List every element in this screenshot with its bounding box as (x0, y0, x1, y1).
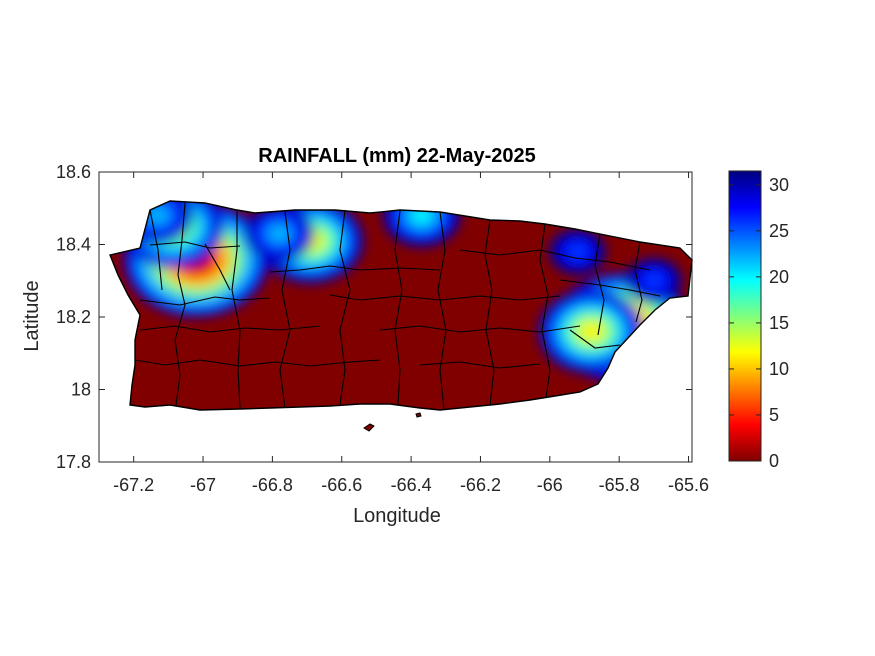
rainfall-map (109, 200, 693, 432)
municipality-borders (134, 202, 661, 411)
municipality-border (569, 329, 621, 349)
municipality-border (174, 202, 186, 406)
municipality-border (139, 296, 271, 306)
y-axis: 18.6 18.4 18.2 18 17.8 (56, 162, 692, 472)
colorbar-tick-label: 10 (769, 359, 789, 379)
municipality-border (539, 223, 551, 399)
colorbar-tick-label: 30 (769, 175, 789, 195)
x-tick-label: -66.6 (321, 475, 362, 495)
municipality-border (279, 211, 291, 409)
x-axis: -67.2 -67 -66.8 -66.6 -66.4 -66.2 -66 -65.8 -65.… (113, 172, 709, 495)
rainfall-hotspot-2 (152, 210, 164, 221)
x-tick-label: -67 (190, 475, 216, 495)
colorbar-gradient (728, 170, 762, 462)
municipality-border (339, 209, 351, 405)
rainfall-hotspot-6 (582, 324, 601, 339)
municipality-border (419, 361, 541, 369)
municipality-border (634, 241, 643, 323)
colorbar-tick-label: 0 (769, 451, 779, 471)
x-tick-label: -65.6 (668, 475, 709, 495)
rainfall-hotspot-7 (415, 210, 428, 221)
municipality-border (594, 233, 605, 336)
colorbar-tick-label: 25 (769, 221, 789, 241)
rainfall-hotspot-4 (273, 228, 286, 239)
municipality-border (139, 325, 321, 333)
y-tick-label: 18.4 (56, 235, 91, 255)
municipality-border (394, 210, 403, 405)
y-axis-label: Latitude (21, 280, 43, 351)
y-tick-label: 18.2 (56, 307, 91, 327)
colorbar-tick-label: 15 (769, 313, 789, 333)
island-desecheo-small (415, 412, 422, 418)
colorbar-tick-label: 5 (769, 405, 779, 425)
y-tick-label: 18 (71, 380, 91, 400)
municipality-border (459, 249, 651, 271)
colorbar: 30 25 20 15 10 5 0 (728, 170, 789, 471)
colorbar-tick-label: 20 (769, 267, 789, 287)
rainfall-hotspot-9 (649, 277, 659, 285)
x-tick-label: -66 (537, 475, 563, 495)
municipality-border (484, 219, 495, 406)
municipality-border (559, 279, 661, 297)
x-tick-label: -65.8 (599, 475, 640, 495)
rainfall-hotspot-8 (572, 248, 583, 256)
municipality-border (204, 243, 231, 291)
island-caja-de-muertos (363, 423, 375, 432)
municipality-border (231, 210, 241, 409)
x-axis-label: Longitude (353, 505, 441, 527)
x-tick-label: -66.4 (391, 475, 432, 495)
municipality-border (134, 359, 381, 367)
municipality-border (149, 241, 241, 249)
municipality-border (149, 209, 163, 291)
x-tick-label: -66.8 (252, 475, 293, 495)
municipality-border (379, 325, 581, 333)
x-tick-label: -66.2 (460, 475, 501, 495)
municipality-border (437, 211, 447, 411)
x-tick-label: -67.2 (113, 475, 154, 495)
chart-title: RAINFALL (mm) 22-May-2025 (258, 145, 535, 167)
y-tick-label: 17.8 (56, 452, 91, 472)
y-tick-label: 18.6 (56, 162, 91, 182)
island-outline (109, 200, 693, 411)
